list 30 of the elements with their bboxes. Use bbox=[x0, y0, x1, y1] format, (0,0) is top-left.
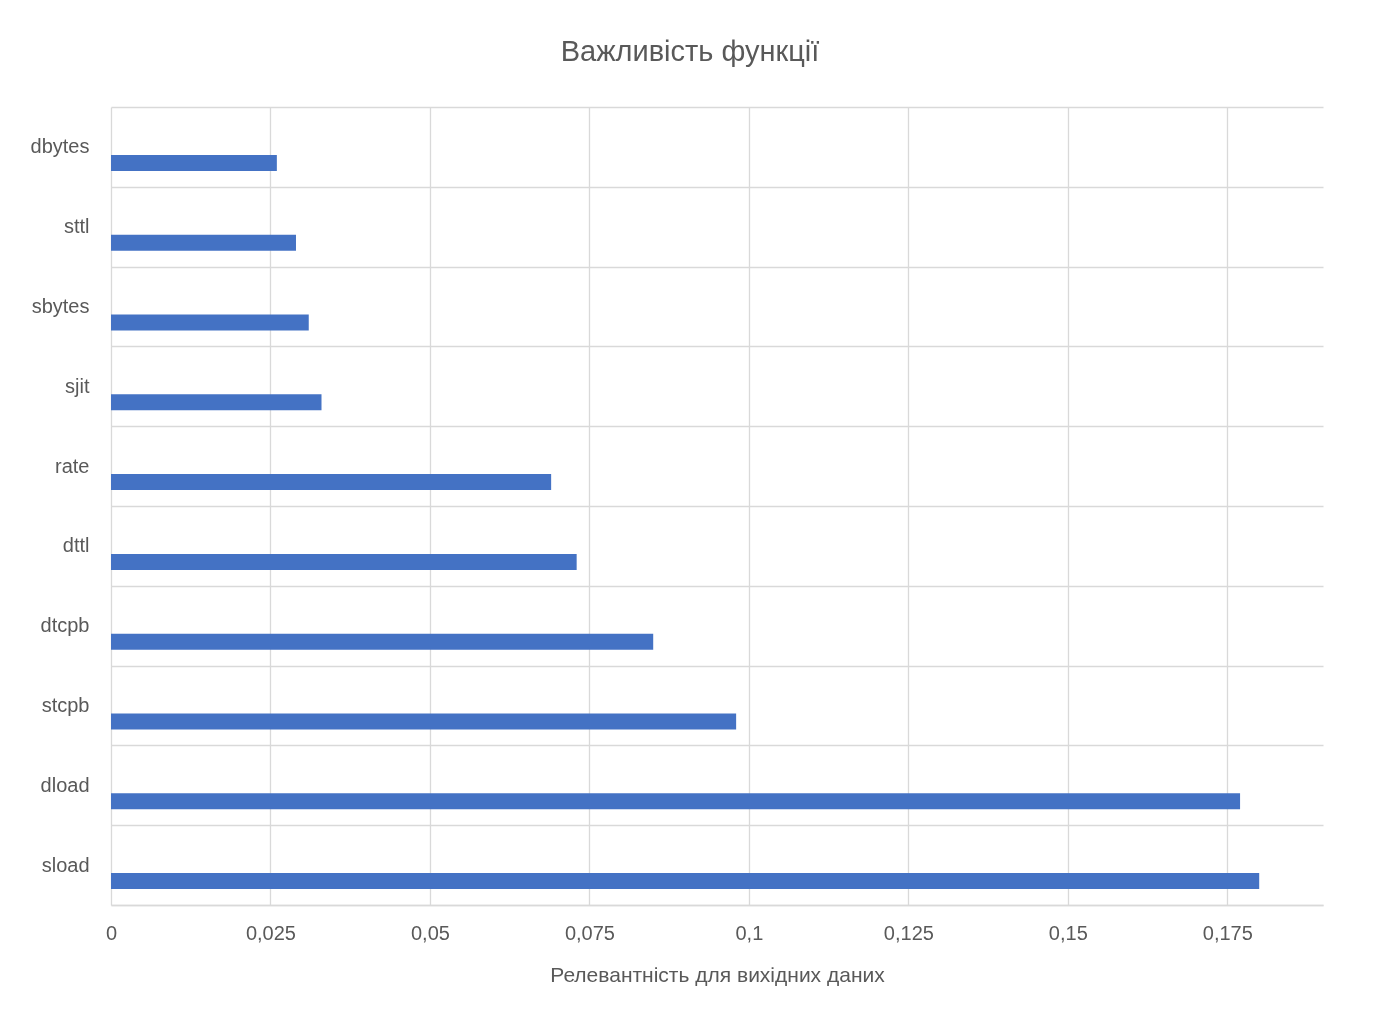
bar bbox=[111, 713, 737, 730]
bar bbox=[111, 394, 322, 411]
x-axis-title: Релевантність для вихідних даних bbox=[550, 962, 886, 986]
y-tick-label: sjit bbox=[65, 374, 90, 397]
y-tick-label: dload bbox=[40, 773, 90, 796]
y-tick-label: dbytes bbox=[30, 135, 90, 158]
x-tick-label: 0,075 bbox=[564, 921, 615, 944]
bar bbox=[111, 314, 309, 331]
bar bbox=[111, 553, 577, 570]
chart-title: Важливість функції bbox=[560, 35, 820, 67]
bar bbox=[111, 154, 277, 171]
y-tick-label: dtcpb bbox=[40, 614, 90, 637]
bar bbox=[111, 234, 296, 251]
x-tick-label: 0,025 bbox=[245, 921, 296, 944]
y-tick-label: rate bbox=[55, 454, 90, 477]
x-tick-label: 0,1 bbox=[735, 921, 764, 944]
bar bbox=[111, 793, 1241, 810]
y-tick-label: sbytes bbox=[31, 295, 90, 317]
x-tick-label: 0,15 bbox=[1048, 921, 1088, 944]
y-tick-label: dttl bbox=[62, 534, 90, 557]
x-tick-label: 0 bbox=[105, 921, 118, 944]
bar bbox=[111, 633, 654, 650]
x-tick-label: 0,175 bbox=[1202, 921, 1253, 944]
x-tick-label: 0,05 bbox=[410, 921, 450, 944]
bar bbox=[111, 474, 552, 491]
bar bbox=[111, 873, 1260, 890]
y-tick-label: sttl bbox=[63, 215, 90, 238]
y-tick-label: stcpb bbox=[41, 694, 90, 716]
y-tick-label: sload bbox=[41, 853, 90, 876]
x-tick-label: 0,125 bbox=[883, 921, 934, 944]
